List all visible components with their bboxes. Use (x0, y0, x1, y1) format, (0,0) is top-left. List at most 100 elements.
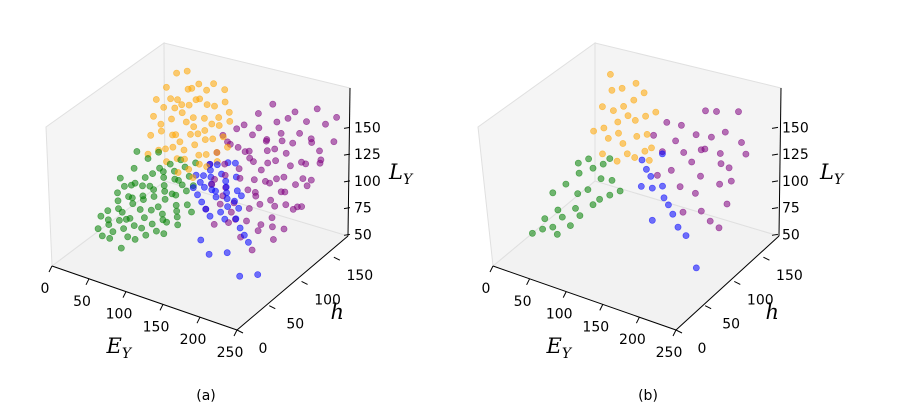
green-point (150, 193, 158, 200)
orange-point (178, 109, 186, 117)
orange-point (169, 131, 176, 139)
green-point (149, 170, 156, 177)
orange-point (171, 104, 179, 112)
blue-point (237, 192, 245, 200)
blue-point (236, 224, 244, 232)
orange-point (180, 146, 188, 154)
x-tick-mark (672, 329, 677, 337)
panel-a: 0 50 100 150 200 250 0 50 100 150 50 75 100 125 150 EY h… (41, 42, 414, 362)
purple-point (263, 147, 271, 155)
orange-point (620, 103, 627, 110)
purple-point (271, 145, 279, 153)
orange-point (614, 118, 622, 126)
purple-point (210, 220, 218, 228)
orange-point (182, 118, 190, 126)
z-tick-label: 150 (782, 120, 809, 136)
scatter-points (94, 67, 340, 280)
green-point (616, 187, 624, 195)
blue-point (232, 215, 240, 223)
green-point (147, 206, 155, 214)
orange-point (162, 145, 169, 153)
purple-point (716, 150, 724, 157)
green-point (139, 182, 146, 190)
orange-point (187, 130, 194, 138)
blue-point (206, 212, 214, 220)
purple-point (330, 138, 338, 146)
purple-point (303, 118, 310, 125)
x-tick-mark (635, 316, 640, 324)
blue-point (224, 203, 231, 210)
green-point (106, 234, 114, 242)
blue-point (222, 183, 230, 191)
blue-point (638, 156, 646, 164)
orange-point (200, 114, 208, 122)
purple-point (291, 108, 299, 116)
green-point (126, 214, 134, 222)
z-axis-label: LY (388, 160, 414, 188)
orange-point (608, 86, 616, 94)
purple-point (269, 236, 277, 243)
blue-point (647, 172, 655, 180)
orange-point (624, 112, 632, 120)
orange-point (189, 174, 197, 181)
green-point (150, 186, 157, 193)
z-tick-mark (343, 153, 351, 156)
purple-point (266, 179, 273, 187)
x-tick-label: 50 (73, 294, 91, 310)
purple-point (721, 128, 729, 136)
orange-point (189, 114, 197, 121)
z-tick-label: 125 (782, 147, 809, 163)
blue-point (217, 208, 224, 216)
green-point (139, 196, 147, 203)
x-tick-mark (122, 291, 127, 298)
green-point (173, 207, 181, 215)
purple-point (303, 182, 311, 190)
orange-point (610, 107, 617, 114)
green-point (109, 228, 117, 236)
purple-point (233, 125, 241, 133)
purple-point (723, 200, 731, 208)
purple-point (243, 217, 250, 225)
orange-point (211, 102, 218, 110)
purple-point (278, 137, 286, 145)
z-tick-label: 125 (354, 147, 381, 163)
blue-point (660, 194, 668, 202)
purple-point (702, 107, 709, 115)
green-point (118, 208, 126, 216)
green-point (131, 235, 139, 243)
y-tick-mark (763, 256, 770, 261)
green-point (116, 216, 123, 224)
y-axis-label: h (766, 300, 780, 324)
green-point (140, 214, 148, 222)
x-axis-label-sub: Y (122, 346, 133, 362)
y-tick-label: 50 (722, 317, 740, 333)
green-point (114, 189, 121, 197)
green-point (572, 204, 579, 212)
z-tick-mark (343, 233, 351, 236)
purple-point (708, 133, 715, 141)
green-point (98, 232, 106, 240)
green-point (172, 201, 180, 209)
y-tick-label: 100 (314, 292, 341, 308)
orange-point (642, 112, 649, 120)
blue-point (648, 184, 656, 192)
purple-point (256, 200, 264, 208)
blue-point (659, 182, 666, 190)
green-point (606, 191, 614, 199)
purple-point (248, 246, 256, 254)
purple-point (254, 110, 262, 117)
blue-point (212, 187, 219, 195)
blue-point (197, 236, 205, 244)
blue-point (223, 195, 231, 203)
orange-point (213, 149, 221, 156)
x-tick-label: 250 (656, 345, 683, 361)
purple-point (280, 173, 288, 181)
y-tick-label: 150 (346, 268, 373, 284)
green-point (138, 224, 145, 232)
z-tick-label: 50 (354, 227, 372, 243)
y-tick-label: 100 (747, 292, 774, 308)
orange-point (202, 151, 210, 158)
purple-point (713, 108, 720, 115)
purple-point (742, 150, 750, 158)
y-tick-mark (269, 305, 276, 310)
